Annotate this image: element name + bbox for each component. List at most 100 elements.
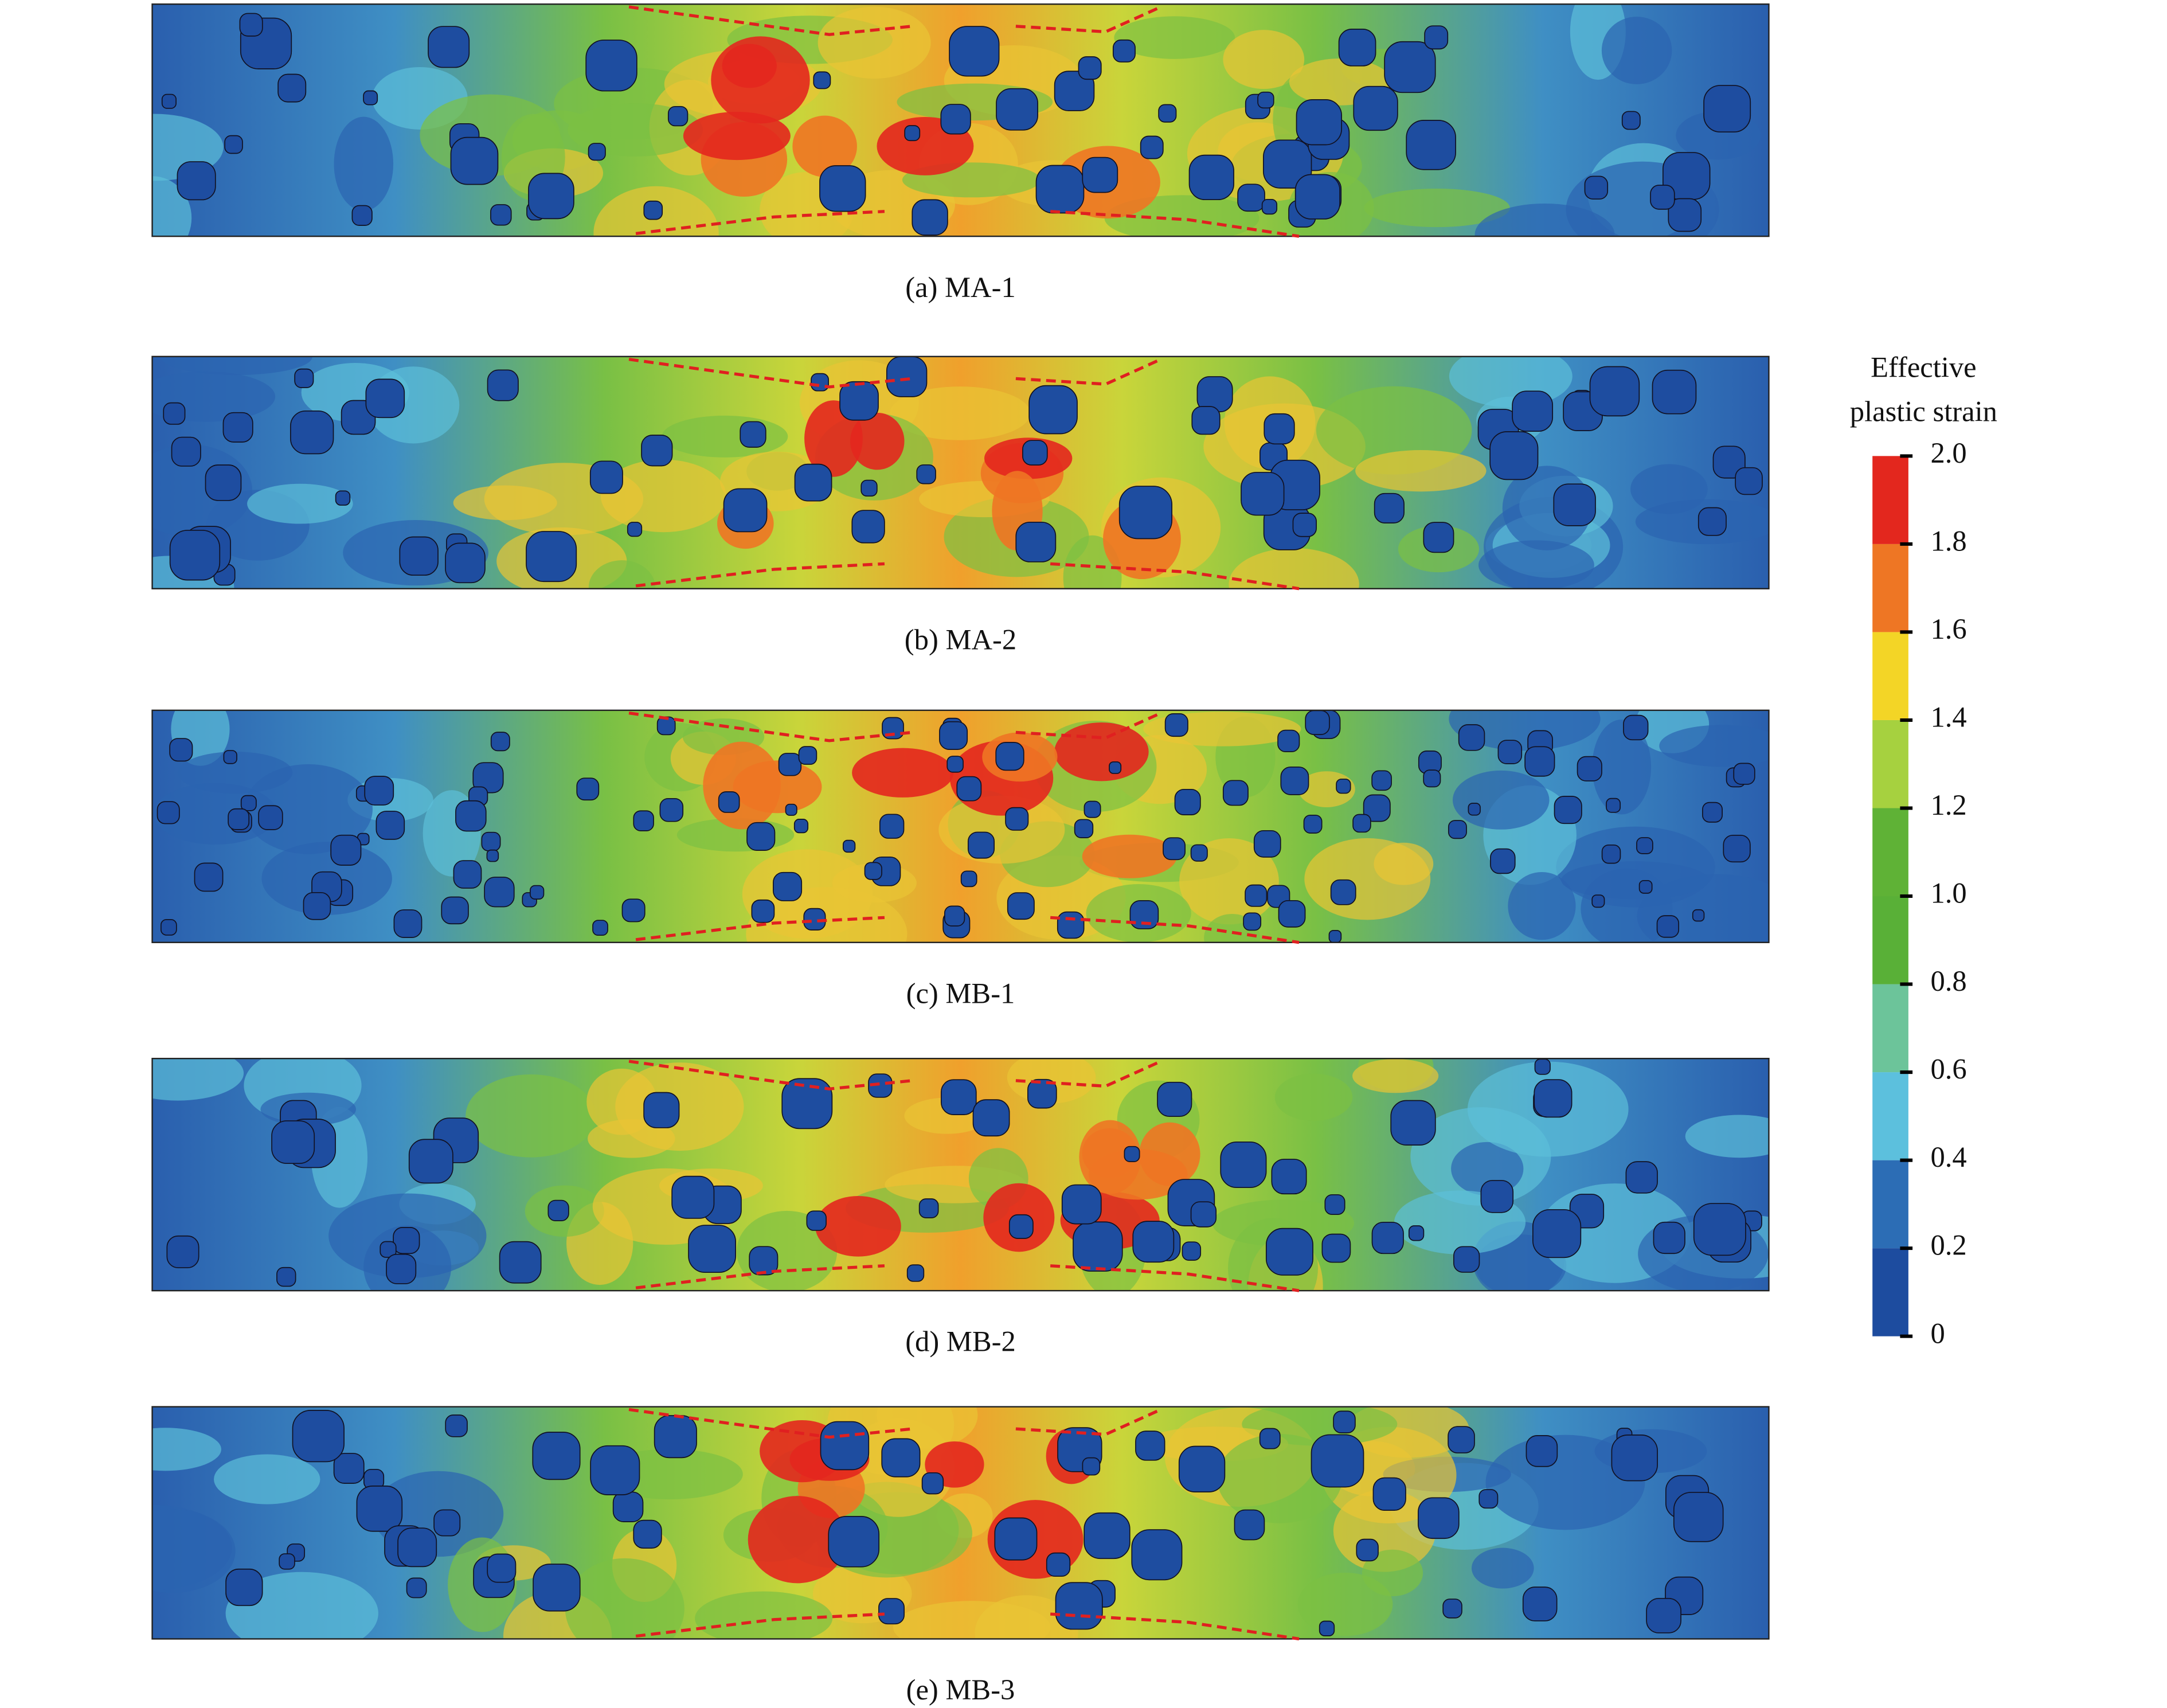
aggregate [1277, 729, 1300, 752]
aggregate [277, 73, 307, 103]
strain-blob [588, 560, 656, 589]
aggregate [1442, 1598, 1462, 1619]
aggregate [1712, 445, 1746, 479]
colorbar-tick-label: 2.0 [1930, 437, 1966, 469]
aggregate [1390, 1100, 1436, 1146]
strain-blob [586, 1068, 658, 1135]
aggregate [1112, 39, 1136, 62]
colorbar-tick-label: 1.2 [1930, 789, 1966, 821]
strain-blob [453, 485, 557, 521]
aggregate [1723, 834, 1751, 863]
strain-blob [152, 1428, 221, 1471]
panel: (a) MA-1 [151, 3, 1770, 303]
aggregate [1693, 1203, 1746, 1256]
panel-caption: (e) MB-3 [906, 1674, 1015, 1706]
strain-blob [247, 483, 353, 524]
strain-blob [1355, 450, 1487, 492]
aggregate [881, 1438, 921, 1478]
aggregate [633, 810, 654, 831]
aggregate [530, 885, 545, 900]
aggregate [224, 135, 243, 154]
aggregate [1638, 880, 1653, 894]
aggregate [351, 205, 373, 226]
aggregate [671, 1175, 715, 1219]
strain-blob [1229, 548, 1359, 589]
panels: (a) MA-1 (b) MA-2 (c) MB-1 (d) MB-2 (e) MB-3 [151, 3, 1770, 1706]
panel: (d) MB-2 [151, 1058, 1770, 1358]
strain-blob [1630, 464, 1708, 514]
aggregate [169, 738, 193, 762]
fracture-outline [628, 1060, 1162, 1091]
aggregate [1178, 1445, 1226, 1492]
aggregate [1591, 894, 1605, 908]
aggregate [441, 896, 469, 925]
aggregate [228, 808, 250, 830]
aggregate [643, 1092, 680, 1128]
aggregate [1363, 794, 1391, 822]
aggregate [1532, 1209, 1582, 1258]
aggregate [918, 1198, 939, 1218]
aggregate [1164, 713, 1188, 737]
aggregate [590, 1445, 640, 1495]
strain-blob [225, 1572, 378, 1639]
aggregate [1015, 521, 1057, 562]
aggregate [1577, 756, 1602, 781]
aggregate [169, 530, 221, 581]
aggregate [433, 1509, 461, 1537]
aggregate [445, 542, 486, 584]
aggregate [1054, 71, 1095, 111]
panel: (e) MB-3 [151, 1406, 1770, 1706]
fracture-outline [628, 5, 1162, 36]
strain-blob [1478, 540, 1594, 589]
aggregate [1234, 1509, 1265, 1541]
aggregate [375, 811, 405, 840]
colorbar-band [1872, 896, 1908, 984]
aggregate [633, 1519, 662, 1549]
colorbar-tick-label: 1.4 [1930, 701, 1966, 733]
aggregate [944, 905, 965, 927]
panel-border [151, 355, 1770, 589]
high-strain-zone [815, 1196, 901, 1257]
strain-blob [662, 415, 788, 458]
aggregate [794, 463, 832, 502]
aggregate [1257, 91, 1274, 109]
aggregate [1328, 930, 1342, 943]
colorbar-tick-label: 1.6 [1930, 613, 1966, 645]
strain-blob [466, 1074, 596, 1158]
aggregate [393, 909, 423, 938]
aggregate [1220, 1141, 1267, 1189]
colorbar-band [1872, 544, 1908, 632]
aggregate [1611, 1435, 1658, 1482]
aggregate [773, 871, 803, 901]
high-strain-zone [1082, 834, 1178, 878]
panel-field [152, 710, 1769, 943]
fracture-outline [628, 358, 1162, 389]
aggregate [1163, 837, 1186, 861]
aggregate [1371, 1221, 1404, 1254]
aggregate [1035, 165, 1085, 214]
colorbar-band [1872, 456, 1908, 544]
aggregate [292, 1410, 345, 1463]
aggregate [1305, 710, 1330, 735]
strain-blob [565, 1558, 684, 1639]
aggregate [621, 898, 646, 923]
aggregate [386, 1253, 417, 1284]
strain-blob [244, 764, 373, 854]
high-strain-zone [850, 412, 905, 470]
aggregate [171, 436, 201, 467]
aggregate [1733, 763, 1755, 785]
strain-blob [214, 1454, 320, 1504]
aggregate [1458, 724, 1485, 751]
aggregate [240, 795, 257, 811]
aggregate [393, 1227, 420, 1254]
strain-blob [817, 6, 931, 79]
aggregate [1174, 788, 1201, 815]
aggregate [1265, 1228, 1313, 1276]
aggregate [585, 40, 637, 92]
strain-blob [1452, 770, 1550, 830]
aggregate [163, 402, 186, 425]
aggregate [1330, 879, 1356, 905]
aggregate [1278, 900, 1306, 928]
colorbar-band [1872, 1072, 1908, 1160]
aggregate [1338, 29, 1376, 67]
